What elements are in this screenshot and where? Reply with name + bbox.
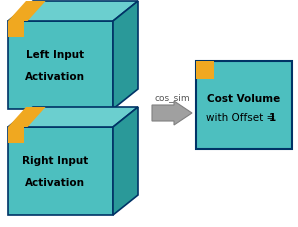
Text: Cost Volume: Cost Volume (207, 94, 281, 104)
Text: 1: 1 (268, 113, 276, 123)
Text: Activation: Activation (25, 177, 85, 187)
Polygon shape (8, 2, 138, 22)
Polygon shape (8, 127, 113, 215)
Polygon shape (8, 2, 46, 22)
Polygon shape (113, 108, 138, 215)
Text: with Offset =: with Offset = (206, 113, 278, 123)
Bar (196, 62, 292, 149)
Text: Left Input: Left Input (26, 50, 84, 60)
Text: cos_sim: cos_sim (154, 93, 190, 101)
Polygon shape (152, 101, 192, 126)
Bar (8, 127, 24, 143)
Polygon shape (8, 108, 46, 127)
Polygon shape (113, 2, 138, 109)
Bar (196, 62, 214, 80)
Polygon shape (8, 108, 138, 127)
Text: Activation: Activation (25, 71, 85, 81)
Text: Right Input: Right Input (22, 156, 89, 166)
Bar (8, 22, 24, 38)
Polygon shape (8, 22, 113, 109)
